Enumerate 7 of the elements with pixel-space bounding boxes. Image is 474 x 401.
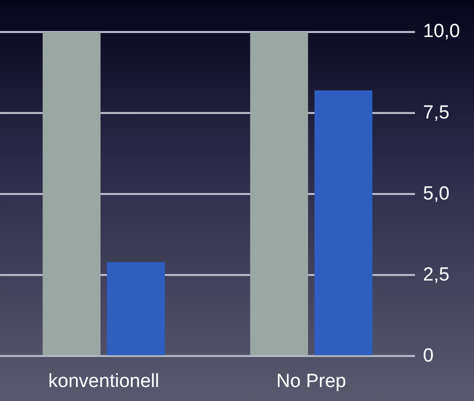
y-tick-label: 0	[423, 345, 434, 366]
y-tick-label: 7,5	[423, 102, 450, 124]
x-tick-label: konventionell	[48, 370, 160, 392]
y-tick-label: 2,5	[423, 264, 450, 286]
x-tick-label: No Prep	[276, 370, 346, 392]
y-tick-label: 5,0	[423, 183, 450, 204]
y-tick-label: 10,0	[423, 21, 460, 42]
